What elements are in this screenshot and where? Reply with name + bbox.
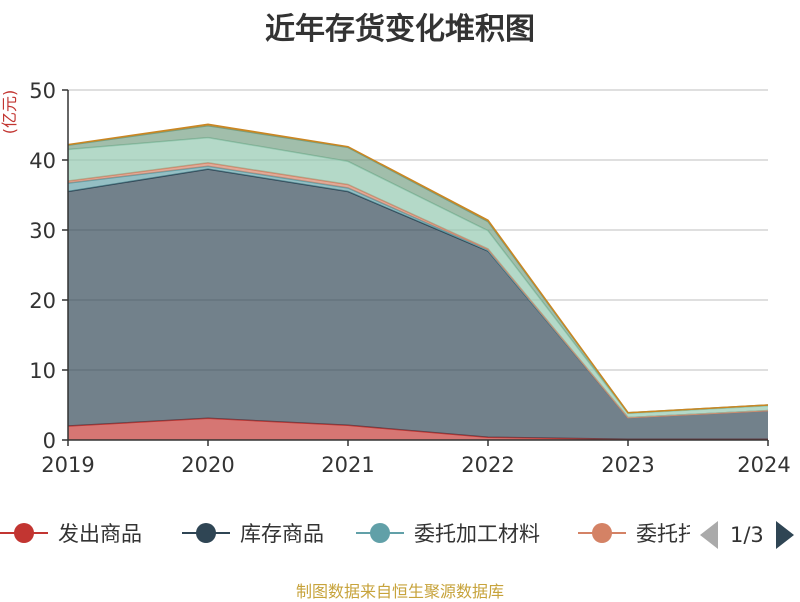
y-tick-label-1: 10 bbox=[29, 359, 56, 383]
source-note: 制图数据来自恒生聚源数据库 bbox=[295, 582, 504, 601]
area-series-1 bbox=[68, 169, 768, 440]
x-tick-label-0: 2019 bbox=[41, 453, 94, 477]
legend-label: 委托托 bbox=[636, 522, 690, 546]
x-tick-label-1: 2020 bbox=[181, 453, 234, 477]
legend-marker-icon bbox=[356, 515, 404, 551]
x-tick-label-3: 2022 bbox=[461, 453, 514, 477]
y-tick-label-3: 30 bbox=[29, 219, 56, 243]
area-series-layer bbox=[67, 123, 769, 441]
legend-item-1[interactable]: 库存商品 bbox=[182, 515, 324, 551]
area-series-0 bbox=[68, 418, 768, 440]
legend-page-indicator: 1/3 bbox=[730, 523, 764, 547]
y-tick-label-2: 20 bbox=[29, 289, 56, 313]
y-tick-label-4: 40 bbox=[29, 149, 56, 173]
y-tick-label-5: 50 bbox=[29, 79, 56, 103]
legend-marker-icon bbox=[182, 515, 230, 551]
chart-title: 近年存货变化堆积图 bbox=[265, 12, 535, 47]
legend-items: 发出商品 库存商品 委托加工材料 委托托 bbox=[0, 515, 690, 555]
x-tick-label-2: 2021 bbox=[321, 453, 374, 477]
axes: 0 10 20 30 40 50 2019 2020 2021 2022 2023 2024 bbox=[29, 79, 790, 477]
legend-label: 发出商品 bbox=[58, 522, 142, 546]
y-tick-label-0: 0 bbox=[43, 429, 56, 453]
legend-label: 库存商品 bbox=[240, 522, 324, 546]
legend-prev-icon[interactable] bbox=[700, 521, 718, 549]
series-line-6 bbox=[67, 123, 769, 414]
legend-pager: 1/3 bbox=[700, 519, 794, 551]
legend-next-icon[interactable] bbox=[775, 521, 794, 549]
legend-marker-icon bbox=[0, 515, 48, 551]
legend-item-3[interactable]: 委托托 bbox=[578, 515, 690, 551]
x-tick-label-5: 2024 bbox=[737, 453, 790, 477]
legend-item-2[interactable]: 委托加工材料 bbox=[356, 515, 540, 551]
area-series-4 bbox=[68, 137, 768, 418]
x-tick-label-4: 2023 bbox=[601, 453, 654, 477]
legend: 发出商品 库存商品 委托加工材料 委托托 1/3 bbox=[0, 515, 800, 555]
legend-label: 委托加工材料 bbox=[414, 522, 540, 546]
legend-marker-icon bbox=[578, 515, 626, 551]
legend-item-0[interactable]: 发出商品 bbox=[0, 515, 142, 551]
y-axis-label: (亿元) bbox=[0, 90, 19, 135]
